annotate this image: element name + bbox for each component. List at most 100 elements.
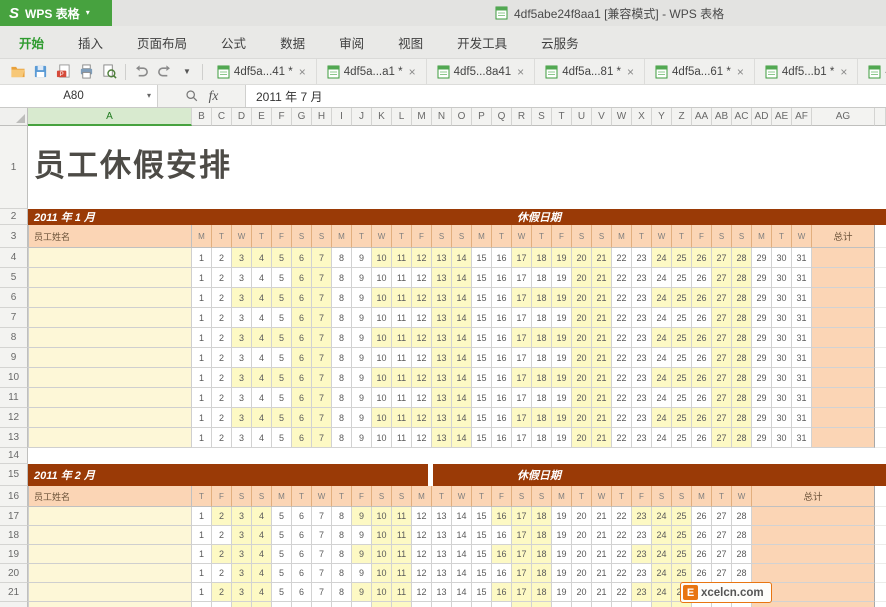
table-1-day-cell[interactable]: 8 (332, 328, 352, 348)
table-1-total-cell[interactable] (812, 408, 875, 428)
table-1-day-cell[interactable]: 18 (532, 268, 552, 288)
table-2-day-cell[interactable]: 10 (372, 526, 392, 545)
table-1-day-cell[interactable]: 12 (412, 328, 432, 348)
table-1-day-cell[interactable]: 13 (432, 408, 452, 428)
table-1-day-cell[interactable]: 24 (652, 428, 672, 448)
table-2-day-cell[interactable]: 7 (312, 545, 332, 564)
table-1-day-letter-cell[interactable]: M (472, 225, 492, 248)
table-1-day-cell[interactable]: 14 (452, 288, 472, 308)
table-2-day-cell[interactable]: 21 (592, 583, 612, 602)
column-header-I[interactable]: I (332, 108, 352, 126)
table-2-day-letter-cell[interactable]: S (232, 486, 252, 507)
table-2-day-cell[interactable]: 27 (712, 545, 732, 564)
menu-tab-开发工具[interactable]: 开发工具 (457, 36, 508, 51)
table-1-day-cell[interactable]: 16 (492, 408, 512, 428)
table-1-day-cell[interactable]: 1 (192, 368, 212, 388)
table-1-day-cell[interactable]: 31 (792, 328, 812, 348)
column-header-S[interactable]: S (532, 108, 552, 126)
table-2-day-cell[interactable]: 24 (652, 583, 672, 602)
table-1-day-cell[interactable]: 8 (332, 308, 352, 328)
column-header-H[interactable]: H (312, 108, 332, 126)
table-1-day-letter-cell[interactable]: W (652, 225, 672, 248)
table-1-day-cell[interactable]: 17 (512, 368, 532, 388)
table-1-day-cell[interactable]: 1 (192, 388, 212, 408)
table-2-day-cell[interactable]: 16 (492, 564, 512, 583)
table-1-total-cell[interactable] (812, 328, 875, 348)
table-1-day-cell[interactable]: 19 (552, 248, 572, 268)
table-1-day-cell[interactable]: 13 (432, 288, 452, 308)
table-2-day-cell[interactable]: 3 (232, 564, 252, 583)
table-1-day-cell[interactable]: 14 (452, 388, 472, 408)
table-2-day-cell[interactable]: 19 (552, 564, 572, 583)
table-2-day-cell[interactable]: 16 (492, 545, 512, 564)
table-1-day-cell[interactable]: 27 (712, 308, 732, 328)
table-2-day-cell[interactable]: 9 (352, 526, 372, 545)
table-1-day-cell[interactable]: 30 (772, 348, 792, 368)
row-header-17[interactable]: 17 (0, 507, 28, 526)
table-1-day-cell[interactable]: 25 (672, 408, 692, 428)
table-1-day-cell[interactable]: 18 (532, 368, 552, 388)
table-2-day-cell[interactable]: 7 (312, 526, 332, 545)
table-1-day-cell[interactable]: 3 (232, 288, 252, 308)
table-1-day-cell[interactable]: 23 (632, 328, 652, 348)
grid-cell[interactable] (875, 564, 886, 583)
insert-function-icon[interactable]: fx (208, 88, 219, 103)
table-2-day-cell[interactable]: 26 (692, 545, 712, 564)
name-box[interactable]: A80 ▾ (0, 85, 158, 107)
table-2-day-cell[interactable]: 28 (732, 526, 752, 545)
table-1-day-cell[interactable]: 29 (752, 428, 772, 448)
table-2-day-cell[interactable]: 5 (272, 545, 292, 564)
table-2-day-cell[interactable]: 23 (632, 507, 652, 526)
table-2-day-letter-cell[interactable]: F (212, 486, 232, 507)
table-1-day-cell[interactable]: 23 (632, 288, 652, 308)
column-header-E[interactable]: E (252, 108, 272, 126)
table-1-day-cell[interactable]: 21 (592, 348, 612, 368)
row-header-6[interactable]: 6 (0, 288, 28, 308)
row-header-21[interactable]: 21 (0, 583, 28, 602)
table-1-day-letter-cell[interactable]: S (432, 225, 452, 248)
column-header-AC[interactable]: AC (732, 108, 752, 126)
menu-tab-视图[interactable]: 视图 (398, 36, 424, 51)
table-1-day-letter-cell[interactable]: S (732, 225, 752, 248)
table-1-day-cell[interactable]: 19 (552, 428, 572, 448)
table-2-day-letter-cell[interactable]: M (552, 486, 572, 507)
table-2-dates-header-cell[interactable]: 休假日期 (192, 464, 886, 486)
column-header-AG[interactable]: AG (812, 108, 875, 126)
table-2-day-cell[interactable]: 15 (472, 507, 492, 526)
table-1-day-letter-cell[interactable]: T (392, 225, 412, 248)
table-1-day-cell[interactable]: 12 (412, 388, 432, 408)
table-1-day-letter-cell[interactable]: W (512, 225, 532, 248)
table-1-day-cell[interactable]: 6 (292, 348, 312, 368)
table-1-day-cell[interactable]: 19 (552, 368, 572, 388)
table-1-day-cell[interactable]: 10 (372, 268, 392, 288)
close-tab-icon[interactable]: × (627, 64, 635, 79)
table-1-day-cell[interactable]: 28 (732, 308, 752, 328)
table-1-day-cell[interactable]: 18 (532, 408, 552, 428)
row-header-2[interactable]: 2 (0, 209, 28, 225)
table-2-day-cell[interactable]: 9 (352, 564, 372, 583)
table-1-day-cell[interactable]: 28 (732, 288, 752, 308)
grid-cell[interactable] (875, 545, 886, 564)
table-1-day-cell[interactable]: 11 (392, 328, 412, 348)
table-1-day-cell[interactable]: 26 (692, 408, 712, 428)
row-header-12[interactable]: 12 (0, 408, 28, 428)
table-1-day-cell[interactable]: 25 (672, 308, 692, 328)
table-1-day-cell[interactable]: 17 (512, 308, 532, 328)
table-1-day-cell[interactable]: 4 (252, 428, 272, 448)
table-2-day-cell[interactable]: 8 (332, 545, 352, 564)
table-1-day-cell[interactable]: 17 (512, 248, 532, 268)
table-2-day-cell[interactable]: 6 (292, 526, 312, 545)
table-1-day-cell[interactable]: 11 (392, 428, 412, 448)
table-2-day-cell[interactable]: 15 (472, 602, 492, 607)
table-1-day-cell[interactable]: 9 (352, 368, 372, 388)
table-2-employee-name-cell[interactable] (28, 507, 192, 526)
table-1-day-cell[interactable]: 23 (632, 388, 652, 408)
print-button[interactable] (75, 61, 98, 83)
table-1-day-cell[interactable]: 7 (312, 388, 332, 408)
table-1-day-cell[interactable]: 11 (392, 408, 412, 428)
grid-cell[interactable] (875, 248, 886, 268)
table-1-day-cell[interactable]: 24 (652, 408, 672, 428)
table-1-day-cell[interactable]: 20 (572, 268, 592, 288)
table-1-day-cell[interactable]: 17 (512, 328, 532, 348)
name-box-dropdown-icon[interactable]: ▾ (146, 91, 151, 100)
